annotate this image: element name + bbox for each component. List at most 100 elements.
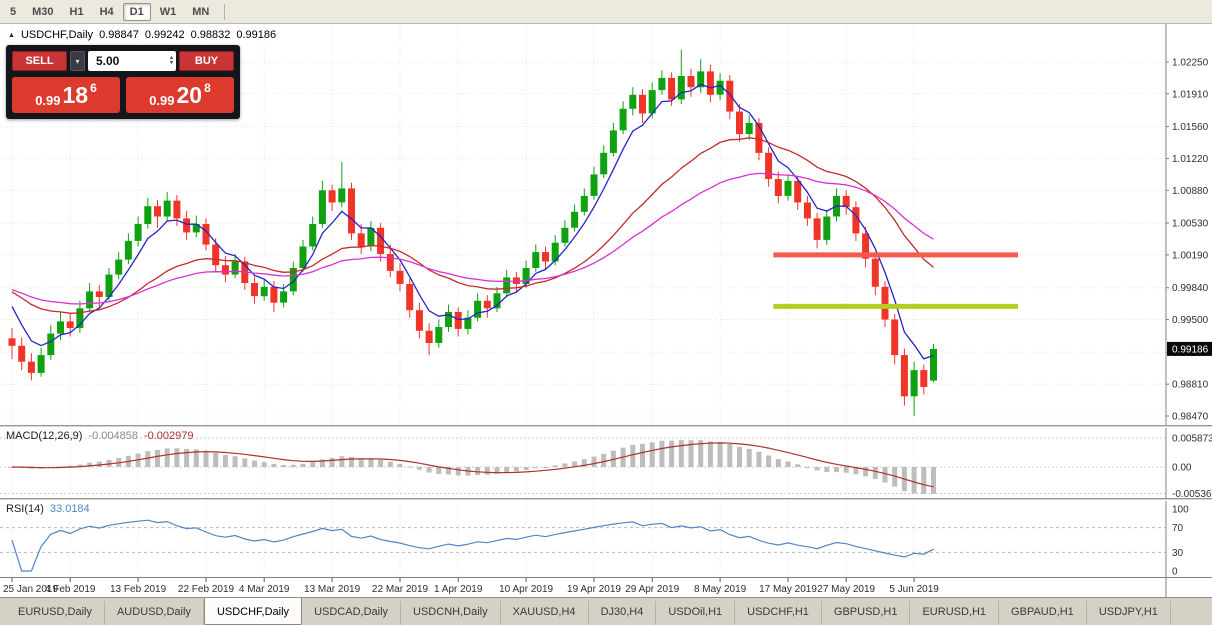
one-click-trading-panel: SELL ▾ 5.00 ▴ ▾ BUY 0.99 18 6 0.99 20 8 <box>6 45 240 119</box>
svg-text:0.00: 0.00 <box>1172 463 1192 474</box>
buy-price-prefix: 0.99 <box>149 93 175 108</box>
svg-text:1.00880: 1.00880 <box>1172 186 1209 197</box>
svg-text:0.99840: 0.99840 <box>1172 283 1209 294</box>
chart-tab-dj30-h4[interactable]: DJ30,H4 <box>589 601 657 625</box>
svg-text:1.00190: 1.00190 <box>1172 250 1209 261</box>
svg-text:25 Jan 2019: 25 Jan 2019 <box>3 584 58 595</box>
chart-tab-eurusd-daily[interactable]: EURUSD,Daily <box>6 601 105 625</box>
ohlc-high: 0.99242 <box>144 29 185 41</box>
spinner-down-icon[interactable]: ▾ <box>169 60 173 66</box>
svg-text:1.00530: 1.00530 <box>1172 219 1209 230</box>
svg-text:0.98810: 0.98810 <box>1172 380 1209 391</box>
chevron-down-icon: ▾ <box>75 56 80 66</box>
chart-tabs-bar: EURUSD,Daily AUDUSD,Daily USDCHF,Daily USDC… <box>0 597 1212 625</box>
sell-button[interactable]: SELL <box>12 51 67 71</box>
chart-symbol: USDCHF,Daily <box>20 29 94 41</box>
time-axis[interactable]: 25 Jan 2019 4 Feb 2019 13 Feb 2019 22 Feb 2… <box>0 577 1212 598</box>
timeframe-toolbar: 5 M30 H1 H4 D1 W1 MN <box>0 0 1212 24</box>
svg-text:27 May 2019: 27 May 2019 <box>817 584 875 595</box>
chart-title: ▲ USDCHF,Daily 0.98847 0.99242 0.98832 0… <box>8 29 276 41</box>
svg-text:-0.005369: -0.005369 <box>1172 489 1212 498</box>
svg-text:22 Mar 2019: 22 Mar 2019 <box>372 584 429 595</box>
svg-text:0: 0 <box>1172 567 1178 578</box>
chart-tab-xauusd-h4[interactable]: XAUUSD,H4 <box>501 601 589 625</box>
chart-tab-usdoil-h1[interactable]: USDOil,H1 <box>656 601 736 625</box>
svg-text:13 Feb 2019: 13 Feb 2019 <box>110 584 167 595</box>
svg-text:1 Apr 2019: 1 Apr 2019 <box>434 584 483 595</box>
macd-indicator-chart[interactable]: 0.005873 0.00 -0.005369 <box>0 428 1212 498</box>
price-chart-pane: 1.02250 1.01910 1.01560 1.01220 1.00880 1.005… <box>0 24 1212 425</box>
svg-text:4 Mar 2019: 4 Mar 2019 <box>239 584 290 595</box>
chart-tab-audusd-daily[interactable]: AUDUSD,Daily <box>105 601 204 625</box>
svg-text:0.005873: 0.005873 <box>1172 434 1212 445</box>
svg-text:13 Mar 2019: 13 Mar 2019 <box>304 584 361 595</box>
ohlc-open: 0.98847 <box>99 29 139 41</box>
svg-text:100: 100 <box>1172 505 1189 516</box>
svg-text:8 May 2019: 8 May 2019 <box>694 584 747 595</box>
buy-price-pipette: 8 <box>204 81 211 95</box>
timeframe-button-h1[interactable]: H1 <box>69 5 84 18</box>
volume-spinner[interactable]: ▴ ▾ <box>169 55 173 66</box>
timeframe-button-m30[interactable]: M30 <box>32 5 54 18</box>
candlestick-chart[interactable]: 1.02250 1.01910 1.01560 1.01220 1.00880 1.005… <box>0 24 1212 425</box>
svg-text:0.98470: 0.98470 <box>1172 412 1209 423</box>
svg-text:0.99500: 0.99500 <box>1172 315 1209 326</box>
trade-panel-toggle-icon[interactable]: ▲ <box>8 31 15 39</box>
timeframe-button-mn[interactable]: MN <box>192 5 210 18</box>
svg-text:1.02250: 1.02250 <box>1172 58 1209 69</box>
timeframe-button-5[interactable]: 5 <box>10 5 17 18</box>
spinner-up-icon[interactable]: ▴ <box>169 55 173 61</box>
timeframe-button-h4[interactable]: H4 <box>99 5 114 18</box>
volume-value: 5.00 <box>96 54 120 68</box>
timeframe-button-w1[interactable]: W1 <box>159 5 177 18</box>
chart-tab-gbpusd-h1[interactable]: GBPUSD,H1 <box>822 601 911 625</box>
volume-dropdown[interactable]: ▾ <box>70 51 85 71</box>
macd-label: MACD(12,26,9) <box>6 430 83 442</box>
svg-text:19 Apr 2019: 19 Apr 2019 <box>567 584 621 595</box>
macd-pane: 0.005873 0.00 -0.005369 MACD(12,26,9) -0.0… <box>0 428 1212 498</box>
chart-tab-usdcad-daily[interactable]: USDCAD,Daily <box>302 601 402 625</box>
chart-tab-gbpaud-h1[interactable]: GBPAUD,H1 <box>999 601 1087 625</box>
sell-price-pipette: 6 <box>90 81 97 95</box>
chart-tab-usdchf-daily[interactable]: USDCHF,Daily <box>203 598 303 625</box>
ohlc-low: 0.98832 <box>190 29 231 41</box>
buy-price-pips: 20 <box>176 81 203 108</box>
svg-text:22 Feb 2019: 22 Feb 2019 <box>178 584 235 595</box>
chart-tab-usdjpy-h1[interactable]: USDJPY,H1 <box>1087 601 1171 625</box>
ohlc-close: 0.99186 <box>236 29 277 41</box>
pane-splitter[interactable] <box>0 425 1212 428</box>
svg-text:1.01910: 1.01910 <box>1172 89 1209 100</box>
chart-tab-usdchf-h1[interactable]: USDCHF,H1 <box>735 601 822 625</box>
chart-tab-usdcnh-daily[interactable]: USDCNH,Daily <box>401 601 501 625</box>
timeframe-button-d1[interactable]: D1 <box>122 2 151 21</box>
svg-text:5 Jun 2019: 5 Jun 2019 <box>889 584 939 595</box>
svg-text:4 Feb 2019: 4 Feb 2019 <box>45 584 96 595</box>
svg-text:1.01220: 1.01220 <box>1172 154 1209 165</box>
sell-price-button[interactable]: 0.99 18 6 <box>12 77 120 113</box>
rsi-value: 33.0184 <box>49 503 90 515</box>
buy-button[interactable]: BUY <box>179 51 234 71</box>
chart-tab-eurusd-h1[interactable]: EURUSD,H1 <box>910 601 1000 625</box>
macd-title: MACD(12,26,9) -0.004858 -0.002979 <box>6 430 194 442</box>
svg-text:29 Apr 2019: 29 Apr 2019 <box>625 584 679 595</box>
rsi-label: RSI(14) <box>6 503 44 515</box>
macd-main-value: -0.004858 <box>88 430 138 442</box>
buy-price-button[interactable]: 0.99 20 8 <box>126 77 234 113</box>
rsi-indicator-chart[interactable]: 100 70 30 0 <box>0 501 1212 577</box>
toolbar-separator <box>224 3 226 20</box>
chart-window: 1.02250 1.01910 1.01560 1.01220 1.00880 1.005… <box>0 24 1212 598</box>
svg-text:0.99186: 0.99186 <box>1172 344 1209 355</box>
svg-text:17 May 2019: 17 May 2019 <box>759 584 817 595</box>
svg-text:10 Apr 2019: 10 Apr 2019 <box>499 584 553 595</box>
svg-text:30: 30 <box>1172 548 1184 559</box>
sell-price-prefix: 0.99 <box>35 93 61 108</box>
svg-text:70: 70 <box>1172 523 1184 534</box>
svg-text:1.01560: 1.01560 <box>1172 122 1209 133</box>
sell-price-pips: 18 <box>62 81 89 108</box>
rsi-title: RSI(14) 33.0184 <box>6 503 90 515</box>
rsi-pane: 100 70 30 0 RSI(14) 33.0184 <box>0 501 1212 577</box>
pane-splitter[interactable] <box>0 498 1212 501</box>
volume-input[interactable]: 5.00 ▴ ▾ <box>88 51 176 71</box>
